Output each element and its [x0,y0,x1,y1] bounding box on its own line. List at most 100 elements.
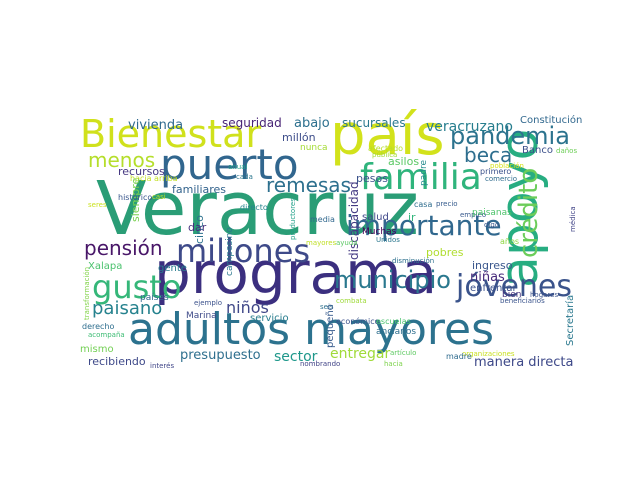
word: enfrentar [470,283,517,294]
word: ejemplo [194,299,223,307]
word: beneficiarios [500,297,545,305]
word: abajo [294,116,330,131]
word: primero [480,167,512,176]
word: seis [320,303,334,311]
word: pobres [426,246,464,259]
word: manera directa [474,355,574,370]
word: Unidos [376,236,400,244]
word: paisano [92,298,163,319]
word: mismo [80,344,114,355]
word: crédito [514,167,544,258]
word: combata [336,297,367,305]
word: bien [502,290,522,300]
word: dar [188,221,207,234]
word: precio [436,200,458,208]
word: interés [150,362,175,370]
word: seguridad [222,116,282,130]
word: cada [236,173,253,181]
word: jóvenes [456,269,573,304]
word: hogares [530,291,559,299]
word: familiares [172,183,227,196]
word: años [500,237,520,246]
word: pública [372,151,398,159]
word: media [310,215,335,224]
word: remesas [266,173,351,197]
word: Xalapa [88,261,123,272]
word: sucursales [342,116,406,130]
word: organizaciones [462,350,515,358]
word: menos [88,148,156,172]
word: derecho [82,322,115,331]
word: asilos [388,155,420,168]
word: salud [362,212,389,223]
word: entregar [330,346,391,362]
word: discapacidad [347,181,361,260]
word: gente [158,263,187,274]
word: puerto [160,140,299,189]
word: Bienestar [80,112,262,156]
word: seres [88,201,107,209]
word: Banco [522,145,553,156]
word: niños [226,298,269,317]
word: comercio [485,175,518,183]
word: histórico [118,193,153,202]
word: Muchas [362,227,397,237]
word: hacia [384,360,403,368]
word: veracruzano [426,119,513,135]
word: programa [154,239,438,307]
word: presupuesto [180,348,261,363]
word: ancianos [376,327,417,337]
word: acompaña [88,331,125,339]
word: país [330,103,445,168]
word: pequeño [325,304,336,348]
word: municipio [334,266,451,294]
word: ingreso [472,259,513,272]
word: daños [556,147,578,155]
word: disminución [392,257,435,265]
word: población [490,162,524,170]
word: pesos [356,172,388,185]
word: ayuda [336,239,358,247]
word: económico [336,317,380,326]
word: empleo [460,211,487,219]
word: transformación [83,266,91,320]
word: niñas [470,270,505,285]
word: servicio [250,313,289,324]
word: importante [346,209,502,242]
word: nombrando [300,360,341,368]
word: sector [274,349,318,365]
word: Constitución [520,115,583,126]
word: pandemia [450,122,570,150]
word: padre [419,160,429,186]
word: adultos mayores [128,304,494,355]
word: pensión [84,236,163,260]
word: hacia arriba [130,174,178,183]
word: afectado [368,144,404,153]
word: familia [360,157,482,198]
word: países [140,293,169,303]
word: recibiendo [88,355,146,368]
word: madre [446,352,472,361]
word: Marina [186,311,217,321]
word: mayores [306,239,337,247]
word: ir [408,211,416,224]
word: digo [484,221,500,229]
word: gusto [92,268,182,306]
word: anual [228,163,248,171]
word: nunca [300,143,328,153]
word: vivienda [128,118,184,133]
word: escuelas [376,317,411,326]
word: Secretaría [565,294,576,346]
word: millón [282,131,316,144]
word: recursos [118,165,165,178]
word: campesino [225,227,235,276]
word: Veracruz [96,166,420,252]
word: paisanas [472,208,512,218]
word: casa [414,200,433,209]
word: casi [152,193,166,201]
word: directo [240,203,268,212]
word: millones [176,232,311,270]
word: médica [569,206,577,232]
word: beca [464,143,513,167]
